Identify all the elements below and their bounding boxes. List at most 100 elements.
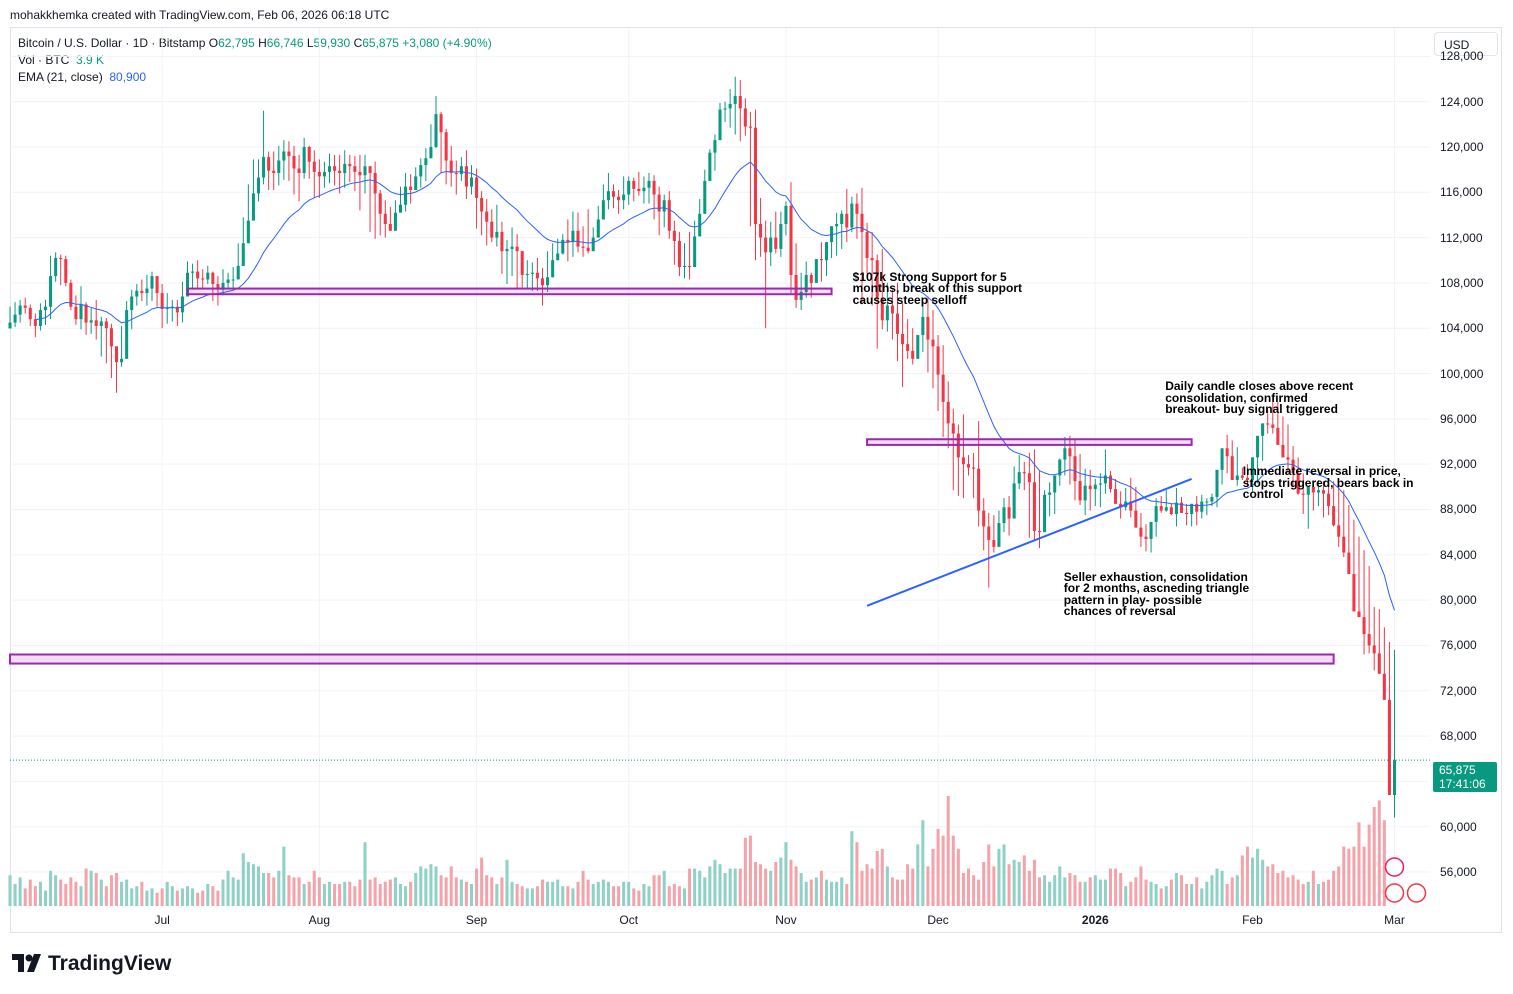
volume-bar [302, 884, 306, 906]
volume-bar [713, 859, 717, 906]
volume-bar [1063, 877, 1067, 906]
volume-bar [794, 866, 798, 906]
candle-body [175, 306, 179, 313]
volume-bar [718, 864, 722, 906]
chart-annotation[interactable]: Seller exhaustion, consolidation for 2 mo… [1064, 571, 1249, 618]
volume-bar [221, 879, 225, 906]
candle-body [338, 170, 342, 174]
volume-bar [1240, 855, 1244, 906]
chart-annotation[interactable]: $107k Strong Support for 5 months, break … [853, 271, 1022, 307]
volume-bar [160, 888, 164, 906]
candle-body [1058, 459, 1062, 476]
ema-label[interactable]: EMA (21, close) [18, 70, 103, 84]
currency-selector[interactable]: USD [1434, 32, 1498, 56]
candle-body [99, 321, 103, 326]
volume-bar [1362, 846, 1366, 906]
candle-body [819, 259, 823, 261]
volume-bar [180, 888, 184, 906]
volume-bar [606, 881, 610, 906]
volume-bar [338, 884, 342, 906]
candle-body [1357, 611, 1361, 618]
candle-body [723, 108, 727, 110]
symbol-title[interactable]: Bitcoin / U.S. Dollar · 1D · Bitstamp [18, 36, 206, 50]
volume-bar [99, 879, 103, 906]
candle-body [551, 260, 555, 278]
candle-body [556, 253, 560, 261]
chart-annotation[interactable]: Daily candle closes above recent consolid… [1165, 381, 1353, 416]
candle-body [140, 290, 144, 294]
volume-bar [267, 873, 271, 906]
volume-bar [1073, 875, 1077, 906]
candle-body [1200, 501, 1204, 512]
chart-annotation[interactable]: Immediate reversal in price, stops trigge… [1243, 466, 1414, 501]
volume-bar [1276, 873, 1280, 906]
volume-bar [972, 875, 976, 906]
volume-bar [1017, 862, 1021, 906]
candle-body [1027, 473, 1031, 483]
volume-bar [495, 884, 499, 906]
price-tick-label: 60,000 [1440, 819, 1477, 834]
volume-bar [1332, 870, 1336, 906]
candle-body [495, 231, 499, 238]
candle-body [865, 231, 869, 258]
volume-bar [1225, 884, 1229, 906]
time-tick-label: Dec [927, 913, 949, 927]
volume-bar [292, 877, 296, 906]
volume-bar [333, 884, 337, 906]
price-tick-label: 72,000 [1440, 683, 1477, 698]
volume-bar [921, 820, 925, 906]
volume-bar [672, 884, 676, 906]
candle-body [1114, 489, 1118, 504]
volume-bar [475, 868, 479, 906]
volume-bar [530, 888, 534, 906]
candle-body [33, 319, 37, 326]
candle-body [241, 243, 245, 266]
volume-bar [348, 881, 352, 906]
candle-body [546, 277, 550, 286]
candle-body [84, 304, 88, 323]
annotation-line: breakout- buy signal triggered [1165, 402, 1338, 417]
candle-body [368, 166, 372, 174]
candle-body [74, 306, 78, 320]
candle-body [1048, 492, 1052, 495]
candle-body [226, 279, 230, 283]
candle-body [951, 423, 955, 434]
volume-bar [464, 881, 468, 906]
volume-bar [510, 881, 514, 906]
volume-bar [966, 868, 971, 906]
volume-bar [424, 868, 428, 906]
candle-body [267, 157, 271, 171]
candle-body [125, 310, 129, 359]
candle-body [23, 305, 27, 308]
volume-bar [723, 873, 727, 906]
candle-body [652, 180, 656, 195]
volume-bar [1169, 879, 1173, 906]
price-tick-label: 104,000 [1440, 321, 1484, 336]
candle-body [688, 265, 692, 268]
candle-body [576, 230, 580, 247]
volume-bar [824, 879, 829, 906]
volume-bar [480, 857, 484, 906]
price-tick-label: 84,000 [1440, 547, 1477, 562]
candle-body [1017, 472, 1021, 484]
candle-body [1043, 494, 1047, 533]
candle-body [916, 335, 920, 359]
candle-body [43, 306, 48, 311]
chart-caption: mohakkhemka created with TradingView.com… [10, 8, 390, 22]
candle-body [1266, 423, 1270, 425]
volume-bar [1043, 875, 1047, 906]
candle-body [333, 166, 337, 171]
volume-bar [109, 875, 113, 906]
volume-bar [8, 875, 12, 906]
last-price-value: 65,875 [1439, 763, 1476, 777]
candle-body [54, 257, 58, 277]
candle-body [292, 156, 296, 169]
candle-body [890, 305, 894, 314]
volume-bar [880, 848, 884, 906]
volume-bar [59, 879, 63, 906]
tradingview-logo[interactable]: TradingView [12, 952, 171, 976]
candle-body [1337, 525, 1341, 537]
candle-body [753, 127, 758, 224]
volume-bar [946, 796, 950, 906]
